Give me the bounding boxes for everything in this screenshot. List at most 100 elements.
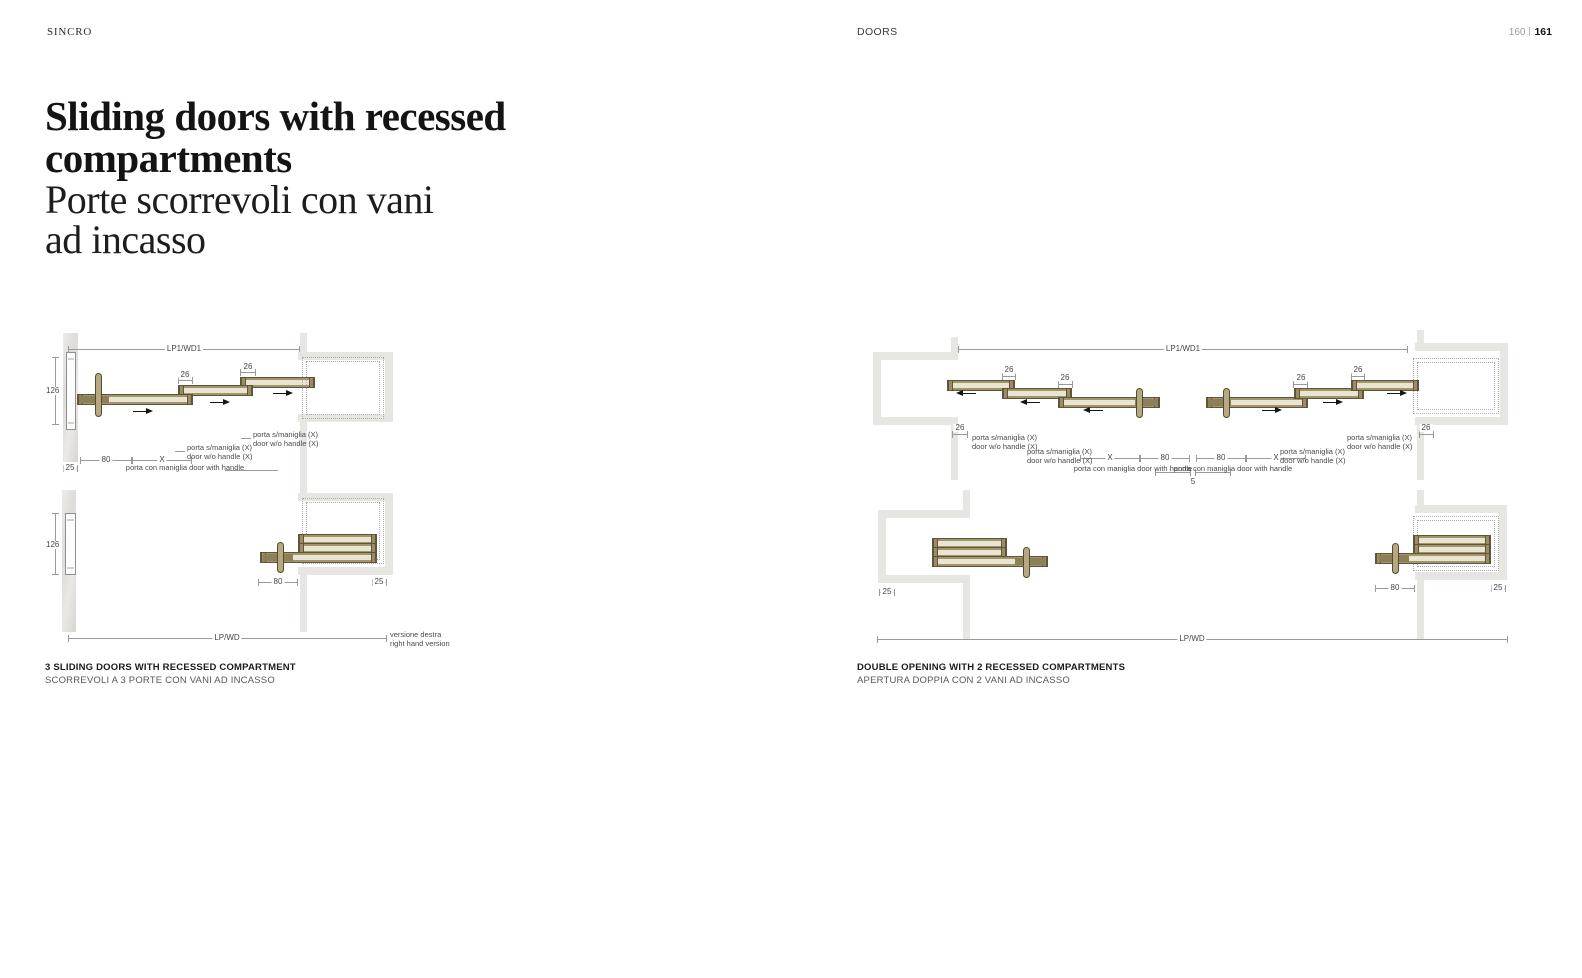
dimension-label-x: X bbox=[1105, 453, 1115, 462]
caption-it: APERTURA DOPPIA CON 2 VANI AD INCASSO bbox=[857, 675, 1070, 686]
door-type-label: porta con maniglia door with handle bbox=[1073, 464, 1193, 473]
dimension-label-26: 26 bbox=[178, 370, 192, 379]
door-type-label: porta con maniglia door with handle bbox=[125, 463, 245, 472]
door-panel bbox=[1294, 388, 1364, 399]
dimension-line bbox=[1058, 381, 1073, 388]
diagram-3-sliding-doors: LP1/WD1 126 26 26 porta s/maniglia (X) d… bbox=[45, 330, 515, 698]
dimension-label-25: 25 bbox=[880, 587, 894, 596]
door-handle bbox=[1223, 388, 1230, 418]
door-lock-detail bbox=[1135, 399, 1158, 406]
wall-segment bbox=[1417, 490, 1424, 505]
dimension-label-26: 26 bbox=[1002, 365, 1016, 374]
door-type-label: porta s/maniglia (X) door w/o handle (X) bbox=[1347, 433, 1413, 451]
dimension-line bbox=[1195, 469, 1231, 476]
pocket-wall bbox=[878, 510, 886, 583]
wall-segment bbox=[963, 583, 970, 639]
pocket-wall bbox=[298, 352, 393, 360]
dimension-label-80: 80 bbox=[271, 577, 285, 586]
caption-en: DOUBLE OPENING WITH 2 RECESSED COMPARTME… bbox=[857, 662, 1126, 673]
version-note: versione destra right hand version bbox=[390, 630, 450, 648]
dimension-label-80: 80 bbox=[1158, 453, 1172, 462]
pocket-wall bbox=[298, 493, 393, 501]
page-number-right: 161 bbox=[1534, 26, 1552, 38]
arrow-right-icon bbox=[273, 390, 293, 396]
door-type-label: porta s/maniglia (X) door w/o handle (X) bbox=[253, 430, 319, 448]
dimension-line bbox=[240, 369, 256, 376]
dimension-label-26: 26 bbox=[1419, 423, 1433, 432]
pocket-wall bbox=[873, 352, 958, 360]
dimension-label-26: 26 bbox=[1294, 373, 1308, 382]
dimension-line bbox=[1351, 373, 1365, 380]
door-handle bbox=[95, 373, 102, 417]
dimension-label-80: 80 bbox=[1388, 583, 1402, 592]
wall-segment bbox=[1417, 425, 1424, 480]
page-numbers: 160 161 bbox=[1509, 26, 1552, 38]
door-handle bbox=[1023, 547, 1030, 578]
wall-segment bbox=[300, 575, 307, 632]
door-track-jamb bbox=[65, 513, 76, 575]
arrow-right-icon bbox=[1387, 390, 1407, 396]
leader-line bbox=[225, 470, 278, 471]
dimension-label-x: X bbox=[1271, 453, 1281, 462]
door-panel bbox=[1351, 380, 1419, 391]
dimension-line bbox=[1419, 431, 1434, 438]
pocket-wall bbox=[1415, 343, 1508, 351]
dimension-label-126: 126 bbox=[46, 386, 60, 395]
arrow-left-icon bbox=[956, 390, 976, 396]
wall-segment bbox=[951, 337, 958, 352]
recess-outline bbox=[1417, 362, 1495, 410]
dimension-label-26: 26 bbox=[1351, 365, 1365, 374]
pocket-wall bbox=[385, 352, 393, 422]
wall-segment bbox=[300, 333, 307, 352]
dimension-label-126: 126 bbox=[46, 540, 60, 549]
page-number-left: 160 bbox=[1508, 27, 1526, 38]
dimension-label-x: X bbox=[157, 455, 167, 464]
dimension-label-26: 26 bbox=[241, 362, 255, 371]
pocket-wall bbox=[873, 417, 958, 425]
pocket-wall bbox=[1500, 343, 1508, 425]
recess-outline bbox=[302, 357, 384, 419]
dimension-label-lpwd: LP/WD bbox=[212, 633, 242, 642]
pocket-wall bbox=[385, 493, 393, 575]
pocket-wall bbox=[298, 567, 393, 575]
dimension-label-25: 25 bbox=[1491, 583, 1505, 592]
recess-outline bbox=[306, 361, 380, 415]
pocket-wall bbox=[873, 352, 881, 425]
arrow-left-icon bbox=[1083, 407, 1103, 413]
door-handle bbox=[1136, 388, 1143, 418]
title-en-line1: Sliding doors with recessed bbox=[45, 93, 506, 139]
wall-segment bbox=[300, 460, 307, 493]
wall-segment bbox=[951, 425, 958, 480]
door-type-label: porta con maniglia door with handle bbox=[1173, 464, 1293, 473]
title-en-line2: compartments bbox=[45, 134, 292, 181]
pocket-wall bbox=[1415, 505, 1507, 513]
door-handle bbox=[277, 542, 284, 573]
dimension-line bbox=[178, 377, 193, 384]
title-it-line1: Porte scorrevoli con vani bbox=[45, 176, 434, 222]
section-label: DOORS bbox=[857, 26, 898, 38]
arrow-right-icon bbox=[1262, 407, 1282, 413]
door-lock-detail bbox=[1208, 399, 1231, 406]
dimension-label-80: 80 bbox=[1214, 453, 1228, 462]
door-panel bbox=[947, 380, 1015, 391]
arrow-right-icon bbox=[1323, 399, 1343, 405]
caption-it: SCORREVOLI A 3 PORTE CON VANI AD INCASSO bbox=[45, 675, 275, 686]
pocket-wall bbox=[1415, 417, 1508, 425]
door-panel bbox=[178, 385, 253, 396]
title-it-line2: ad incasso bbox=[45, 217, 206, 263]
pocket-wall bbox=[878, 575, 970, 583]
wall-segment bbox=[300, 422, 307, 460]
diagram-caption: DOUBLE OPENING WITH 2 RECESSED COMPARTME… bbox=[857, 662, 1125, 686]
dimension-line bbox=[952, 431, 968, 438]
dimension-label-lpwd: LP/WD bbox=[1177, 634, 1207, 643]
leader-line bbox=[241, 438, 251, 439]
arrow-right-icon bbox=[133, 408, 153, 414]
door-lock-detail bbox=[1015, 558, 1045, 565]
dimension-line bbox=[1293, 381, 1308, 388]
wall-segment bbox=[963, 490, 970, 510]
dimension-label-26: 26 bbox=[953, 423, 967, 432]
dimension-label-26: 26 bbox=[1058, 373, 1072, 382]
wall-segment bbox=[1417, 330, 1424, 343]
door-track-jamb bbox=[66, 352, 76, 430]
